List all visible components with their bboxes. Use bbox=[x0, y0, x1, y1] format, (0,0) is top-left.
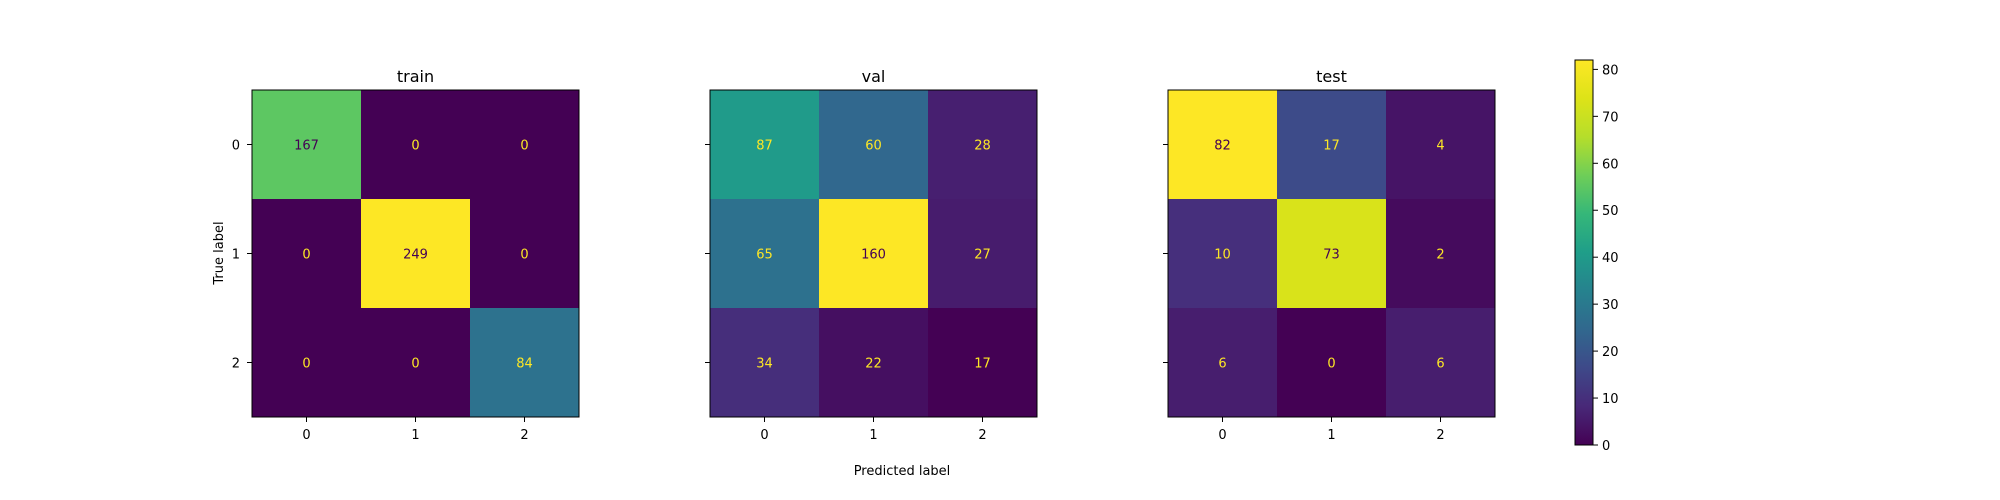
x-tick-label: 1 bbox=[869, 428, 877, 443]
y-tick-label: 2 bbox=[232, 357, 240, 372]
x-tick-label: 2 bbox=[1436, 428, 1444, 443]
colorbar-tick-label: 60 bbox=[1602, 157, 1619, 172]
heatmap-cell bbox=[1168, 90, 1277, 199]
heatmap-cell bbox=[252, 308, 361, 417]
heatmap-cell bbox=[252, 199, 361, 308]
cell-value-label: 27 bbox=[974, 248, 991, 263]
cell-value-label: 60 bbox=[865, 139, 882, 154]
cell-value-label: 6 bbox=[1218, 357, 1226, 372]
heatmap-cell bbox=[710, 90, 819, 199]
heatmap-cell bbox=[928, 199, 1037, 308]
heatmap-cell bbox=[1386, 90, 1495, 199]
colorbar-tick-label: 70 bbox=[1602, 110, 1619, 125]
colorbar-tick-label: 80 bbox=[1602, 63, 1619, 78]
heatmap-cell bbox=[928, 90, 1037, 199]
heatmap-cell bbox=[1277, 199, 1386, 308]
heatmap-cell bbox=[710, 308, 819, 417]
colorbar-tick-label: 10 bbox=[1602, 392, 1619, 407]
x-tick-label: 1 bbox=[1327, 428, 1335, 443]
colorbar-tick-label: 0 bbox=[1602, 439, 1610, 454]
colorbar-tick-label: 20 bbox=[1602, 345, 1619, 360]
panel-title: val bbox=[862, 67, 886, 86]
heatmap-cell bbox=[819, 199, 928, 308]
cell-value-label: 0 bbox=[302, 248, 310, 263]
cell-value-label: 17 bbox=[974, 357, 991, 372]
cell-value-label: 167 bbox=[294, 139, 319, 154]
cell-value-label: 87 bbox=[756, 139, 773, 154]
cell-value-label: 10 bbox=[1214, 248, 1231, 263]
y-axis-label: True label bbox=[212, 221, 227, 285]
heatmap-cell bbox=[1386, 199, 1495, 308]
x-tick-label: 0 bbox=[760, 428, 768, 443]
heatmap-cell bbox=[470, 308, 579, 417]
cell-value-label: 2 bbox=[1436, 248, 1444, 263]
heatmap-cell bbox=[252, 90, 361, 199]
heatmap-cell bbox=[1168, 308, 1277, 417]
cell-value-label: 0 bbox=[302, 357, 310, 372]
cell-value-label: 84 bbox=[516, 357, 533, 372]
heatmap-cell bbox=[361, 199, 470, 308]
panel-title: train bbox=[397, 67, 434, 86]
panel-title: test bbox=[1316, 67, 1347, 86]
x-tick-label: 0 bbox=[302, 428, 310, 443]
x-tick-label: 2 bbox=[520, 428, 528, 443]
y-tick-label: 1 bbox=[232, 248, 240, 263]
panel-test: 82 17 4 10 73 2 6 0 6 test 0 1 2 bbox=[1163, 67, 1496, 443]
x-axis-label: Predicted label bbox=[854, 464, 951, 479]
colorbar-tick-label: 30 bbox=[1602, 298, 1619, 313]
cell-value-label: 4 bbox=[1436, 139, 1444, 154]
cell-value-label: 249 bbox=[403, 248, 428, 263]
heatmap-cell bbox=[1277, 308, 1386, 417]
colorbar-gradient bbox=[1574, 59, 1594, 446]
cell-value-label: 6 bbox=[1436, 357, 1444, 372]
heatmap-cell bbox=[1386, 308, 1495, 417]
cell-value-label: 34 bbox=[756, 357, 773, 372]
x-tick-label: 1 bbox=[411, 428, 419, 443]
cell-value-label: 17 bbox=[1323, 139, 1340, 154]
cell-value-label: 0 bbox=[411, 139, 419, 154]
cell-value-label: 22 bbox=[865, 357, 882, 372]
heatmap-cell bbox=[361, 90, 470, 199]
cell-value-label: 160 bbox=[861, 248, 886, 263]
cell-value-label: 73 bbox=[1323, 248, 1340, 263]
panel-val: 87 60 28 65 160 27 34 22 17 val 0 1 2 bbox=[705, 67, 1038, 443]
colorbar-ticks: 0 10 20 30 40 50 60 70 80 bbox=[1593, 63, 1619, 454]
cell-value-label: 28 bbox=[974, 139, 991, 154]
x-tick-label: 0 bbox=[1218, 428, 1226, 443]
cell-value-label: 0 bbox=[411, 357, 419, 372]
cell-value-label: 65 bbox=[756, 248, 773, 263]
cell-value-label: 0 bbox=[1327, 357, 1335, 372]
heatmap-cell bbox=[710, 199, 819, 308]
heatmap-cell bbox=[470, 90, 579, 199]
x-tick-label: 2 bbox=[978, 428, 986, 443]
heatmap-cell bbox=[1277, 90, 1386, 199]
cell-value-label: 0 bbox=[520, 139, 528, 154]
colorbar-tick-label: 50 bbox=[1602, 204, 1619, 219]
colorbar-tick-label: 40 bbox=[1602, 251, 1619, 266]
heatmap-cell bbox=[470, 199, 579, 308]
heatmap-cell bbox=[361, 308, 470, 417]
heatmap-cell bbox=[1168, 199, 1277, 308]
y-tick-label: 0 bbox=[232, 139, 240, 154]
panel-train: 167 0 0 0 249 0 0 0 84 train 0 1 2 0 1 2 bbox=[232, 67, 580, 443]
heatmap-cell bbox=[819, 90, 928, 199]
cell-value-label: 0 bbox=[520, 248, 528, 263]
heatmap-cell bbox=[819, 308, 928, 417]
cell-value-label: 82 bbox=[1214, 139, 1231, 154]
heatmap-cell bbox=[928, 308, 1037, 417]
colorbar: 0 10 20 30 40 50 60 70 80 bbox=[1574, 59, 1619, 454]
